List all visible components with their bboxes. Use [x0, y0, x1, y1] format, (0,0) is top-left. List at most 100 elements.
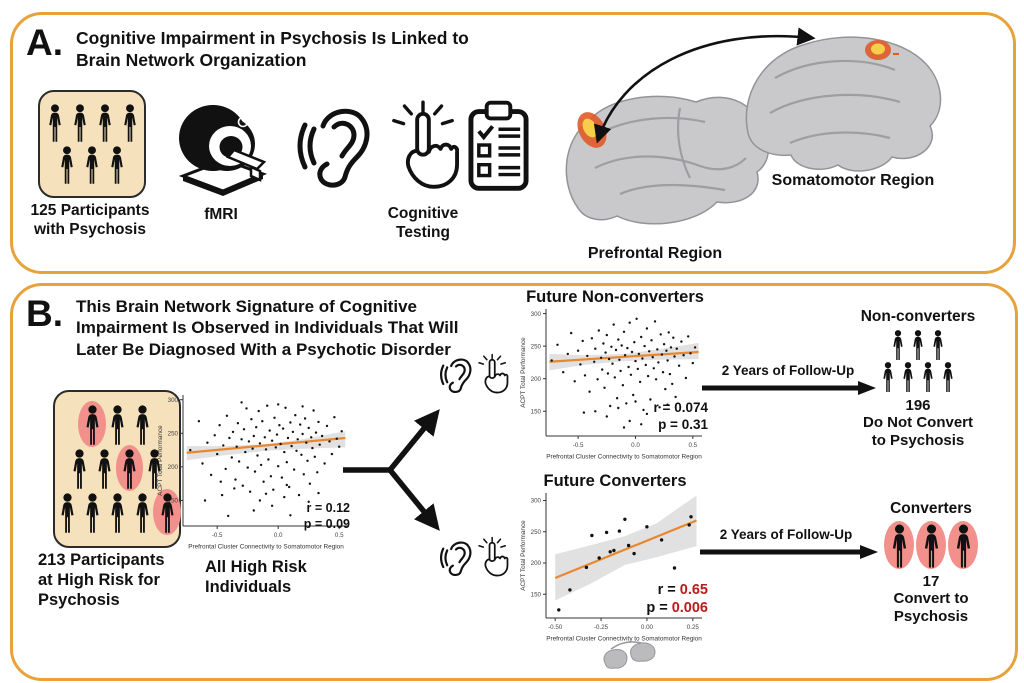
svg-text:-0.5: -0.5	[573, 442, 584, 449]
followup-top-arrow	[702, 381, 876, 395]
svg-text:-0.25: -0.25	[594, 624, 609, 631]
p-label: p =	[658, 416, 678, 432]
svg-text:0.0: 0.0	[274, 532, 283, 539]
converters-title: Converters	[890, 500, 972, 517]
converters-line2: Psychosis	[893, 608, 969, 625]
nonconverters-stats: r = 0.074 p = 0.31	[616, 400, 708, 434]
svg-text:150: 150	[168, 498, 179, 505]
svg-text:Prefrontal Cluster Connectivit: Prefrontal Cluster Connectivity to Somat…	[546, 454, 702, 461]
all-high-risk-stats: r = 0.12 p = 0.09	[255, 501, 350, 532]
panel-b-title: This Brain Network Signature of Cognitiv…	[76, 296, 458, 360]
converters-line1: Convert to	[893, 590, 969, 607]
nonconverters-group: Non-converters 196 Do Not Convert to Psy…	[853, 308, 983, 450]
nonconverters-count: 196	[905, 397, 931, 414]
somatomotor-brain	[745, 36, 942, 172]
nonconverters-title: Non-converters	[860, 308, 976, 325]
participants-213-card	[53, 390, 181, 548]
converters-people	[868, 520, 994, 570]
svg-text:-0.5: -0.5	[212, 532, 223, 539]
followup-bottom-label: 2 Years of Follow-Up	[719, 527, 853, 542]
r-label: r =	[653, 400, 671, 415]
nonconverters-plot-title: Future Non-converters	[526, 288, 704, 306]
svg-text:300: 300	[168, 397, 179, 404]
svg-text:-0.50: -0.50	[548, 624, 563, 631]
participants-213-line1: 213 Participants	[38, 551, 165, 569]
panel-a-title: Cognitive Impairment in Psychosis Is Lin…	[76, 28, 469, 72]
all-high-risk-line2: Individuals	[205, 577, 292, 596]
r-value: 0.074	[674, 400, 708, 415]
nonconverters-people	[853, 329, 983, 393]
r-value: 0.12	[325, 501, 350, 515]
svg-text:0.00: 0.00	[641, 624, 654, 631]
nonconverters-line1: Do Not Convert	[863, 414, 973, 431]
panel-b-title-line2: Impairment Is Observed in Individuals Th…	[76, 318, 459, 338]
participants-125-label: 125 Participants with Psychosis	[14, 201, 166, 240]
svg-text:ACPT Total Performance: ACPT Total Performance	[157, 425, 164, 496]
tap-hand-icon	[391, 100, 459, 189]
nonconverters-scatter-plot: -0.5 0.0 0.5 150 200 250 300 Prefrontal Cluster…	[520, 309, 702, 461]
converters-plot-title: Future Converters	[543, 472, 687, 490]
svg-text:ACPT Total Performance: ACPT Total Performance	[520, 520, 527, 591]
svg-text:200: 200	[168, 464, 179, 471]
svg-text:250: 250	[168, 430, 179, 437]
brain-connectivity-mini-icon	[603, 641, 656, 669]
p-value: 0.31	[681, 416, 708, 432]
panel-a-title-line2: Brain Network Organization	[76, 49, 307, 70]
converters-group: Converters 17 Convert to Psychosis	[868, 500, 994, 626]
brain-connectivity-illustration	[565, 27, 942, 225]
svg-text:0.5: 0.5	[335, 532, 344, 539]
svg-text:200: 200	[531, 376, 542, 383]
svg-text:300: 300	[531, 311, 542, 318]
panel-a-title-line1: Cognitive Impairment in Psychosis Is Lin…	[76, 28, 469, 48]
all-high-risk-caption: All High Risk Individuals	[205, 558, 307, 598]
prefrontal-brain	[565, 95, 769, 225]
p-value: 0.09	[325, 516, 350, 531]
cognitive-line2: Testing	[396, 224, 450, 242]
p-label: p =	[646, 600, 668, 617]
prefrontal-region-label: Prefrontal Region	[587, 245, 723, 262]
cognitive-line1: Cognitive	[387, 205, 459, 222]
cognitive-testing-mini-icon-bottom	[439, 536, 509, 577]
svg-text:0.5: 0.5	[689, 442, 698, 449]
svg-text:ACPT Total Performance: ACPT Total Performance	[520, 337, 527, 408]
region-connection-arrow	[593, 27, 816, 144]
participants-125-line2: with Psychosis	[34, 221, 146, 239]
all-high-risk-scatter-plot: -0.5 0.0 0.5 150 200 250 300 Prefrontal Cluster…	[157, 395, 349, 551]
cognitive-testing-mini-icon-top	[439, 353, 509, 394]
participants-125-line1: 125 Participants	[30, 202, 150, 219]
followup-bottom-arrow	[700, 545, 878, 559]
participants-213-label: 213 Participants at High Risk for Psycho…	[38, 551, 165, 610]
hearing-ear-icon	[293, 102, 377, 190]
svg-text:300: 300	[531, 498, 542, 505]
svg-text:0.0: 0.0	[631, 442, 640, 449]
r-value: 0.65	[679, 582, 708, 598]
svg-text:Prefrontal Cluster Connectivit: Prefrontal Cluster Connectivity to Somat…	[546, 636, 702, 643]
panel-b-letter: B.	[26, 293, 63, 334]
branch-arrows	[343, 409, 440, 531]
svg-text:250: 250	[531, 529, 542, 536]
p-value: 0.006	[671, 600, 708, 617]
svg-text:0.25: 0.25	[687, 624, 700, 631]
svg-text:150: 150	[531, 591, 542, 598]
somatomotor-region-label: Somatomotor Region	[771, 172, 935, 189]
all-high-risk-line1: All High Risk	[205, 558, 307, 576]
converters-count: 17	[922, 573, 940, 590]
converters-stats: r = 0.65 p = 0.006	[613, 581, 708, 617]
r-label: r =	[657, 582, 676, 598]
converters-scatter-plot: -0.50 -0.25 0.00 0.25 150 200 250 300 Prefrontal…	[520, 493, 702, 643]
svg-text:200: 200	[531, 560, 542, 567]
r-label: r =	[306, 501, 323, 515]
p-label: p =	[303, 516, 323, 531]
followup-top-label: 2 Years of Follow-Up	[721, 363, 855, 378]
participants-125-card	[38, 90, 146, 198]
cognitive-testing-label: Cognitive Testing	[368, 204, 478, 243]
participants-213-line3: Psychosis	[38, 590, 120, 609]
participants-213-line2: at High Risk for	[38, 570, 160, 589]
fmri-scanner-icon	[178, 105, 268, 196]
fmri-label: fMRI	[204, 206, 238, 223]
svg-text:Prefrontal Cluster Connectivit: Prefrontal Cluster Connectivity to Somat…	[188, 544, 344, 551]
panel-a-letter: A.	[26, 22, 63, 63]
svg-text:250: 250	[531, 343, 542, 350]
panel-b-title-line3: Later Be Diagnosed With a Psychotic Diso…	[76, 339, 451, 359]
